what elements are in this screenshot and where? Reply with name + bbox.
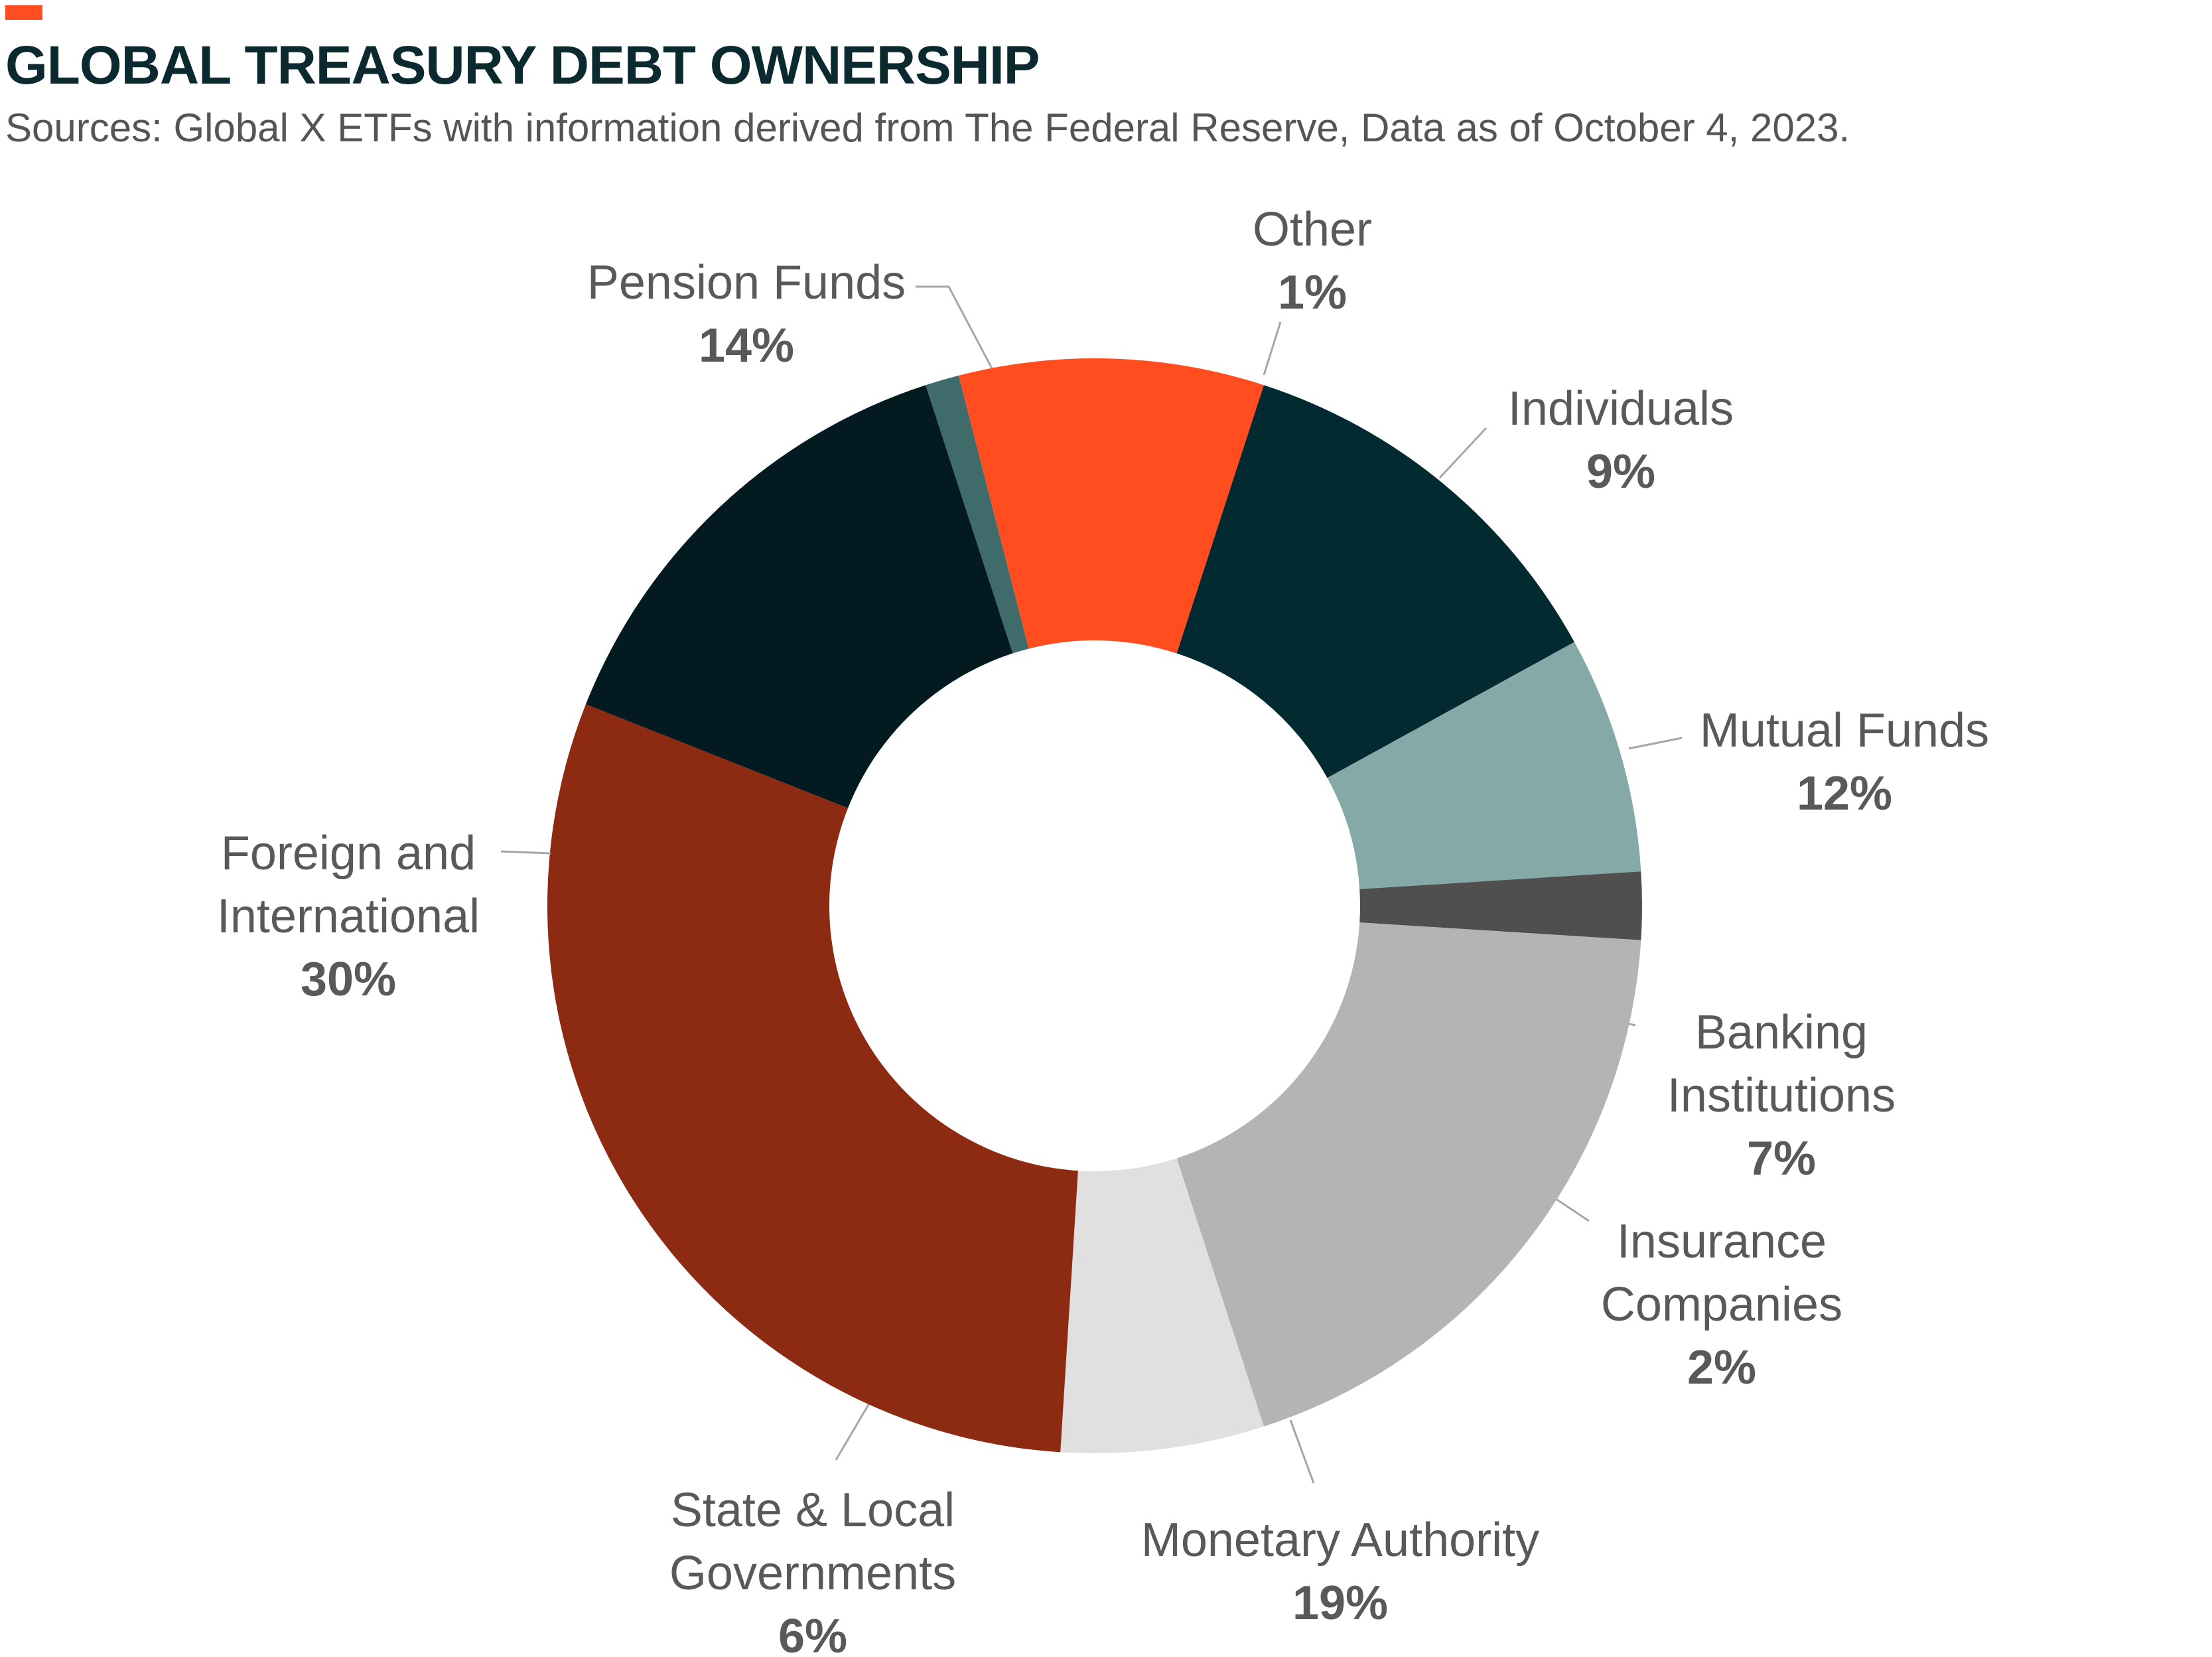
chart-title: GLOBAL TREASURY DEBT OWNERSHIP [5, 35, 1040, 96]
slice-label: Companies [1601, 1278, 1842, 1331]
slice-label: Insurance [1617, 1215, 1827, 1268]
slice-value-label: 30% [301, 953, 396, 1006]
leader-line [1289, 1419, 1315, 1484]
leader-line [1628, 737, 1683, 750]
slice-value-label: 2% [1687, 1341, 1756, 1394]
slice-value-label: 19% [1292, 1577, 1388, 1630]
chart-subtitle: Sources: Global X ETFs with information … [5, 106, 1850, 150]
slice-label: Other [1253, 203, 1372, 256]
slice-label: State & Local [671, 1484, 955, 1537]
accent-bar [5, 5, 42, 20]
slice-value-label: 6% [778, 1610, 847, 1657]
slice-individuals [958, 358, 1264, 654]
slice-label: Governments [669, 1547, 956, 1600]
slice-value-label: 7% [1747, 1132, 1816, 1185]
slice-foreign-and-international [547, 704, 1078, 1453]
slice-value-label: 1% [1278, 266, 1347, 319]
leader-line [1263, 321, 1282, 376]
slice-label: Banking [1695, 1006, 1868, 1059]
slice-pension-funds [585, 385, 1013, 808]
slice-value-label: 12% [1797, 767, 1892, 820]
slice-label: Institutions [1667, 1069, 1896, 1122]
slice-label: Individuals [1508, 382, 1734, 435]
slice-label: Monetary Authority [1141, 1514, 1539, 1567]
slice-monetary-authority [1176, 922, 1641, 1427]
slice-label: Mutual Funds [1700, 704, 1989, 757]
slice-mutual-funds [1176, 385, 1574, 778]
slice-insurance-companies [1359, 871, 1642, 940]
slice-state-local-governments [1060, 1158, 1264, 1453]
leader-line [916, 285, 993, 369]
leader-line [500, 850, 551, 855]
slice-other [926, 375, 1029, 654]
slice-label: International [217, 890, 480, 943]
slice-value-label: 9% [1586, 445, 1655, 498]
slice-value-label: 14% [699, 319, 794, 372]
leader-line [835, 1403, 870, 1461]
slice-label: Foreign and [221, 827, 476, 880]
slice-banking-institutions [1327, 642, 1641, 889]
leader-line [1438, 427, 1487, 479]
slice-label: Pension Funds [587, 256, 906, 309]
